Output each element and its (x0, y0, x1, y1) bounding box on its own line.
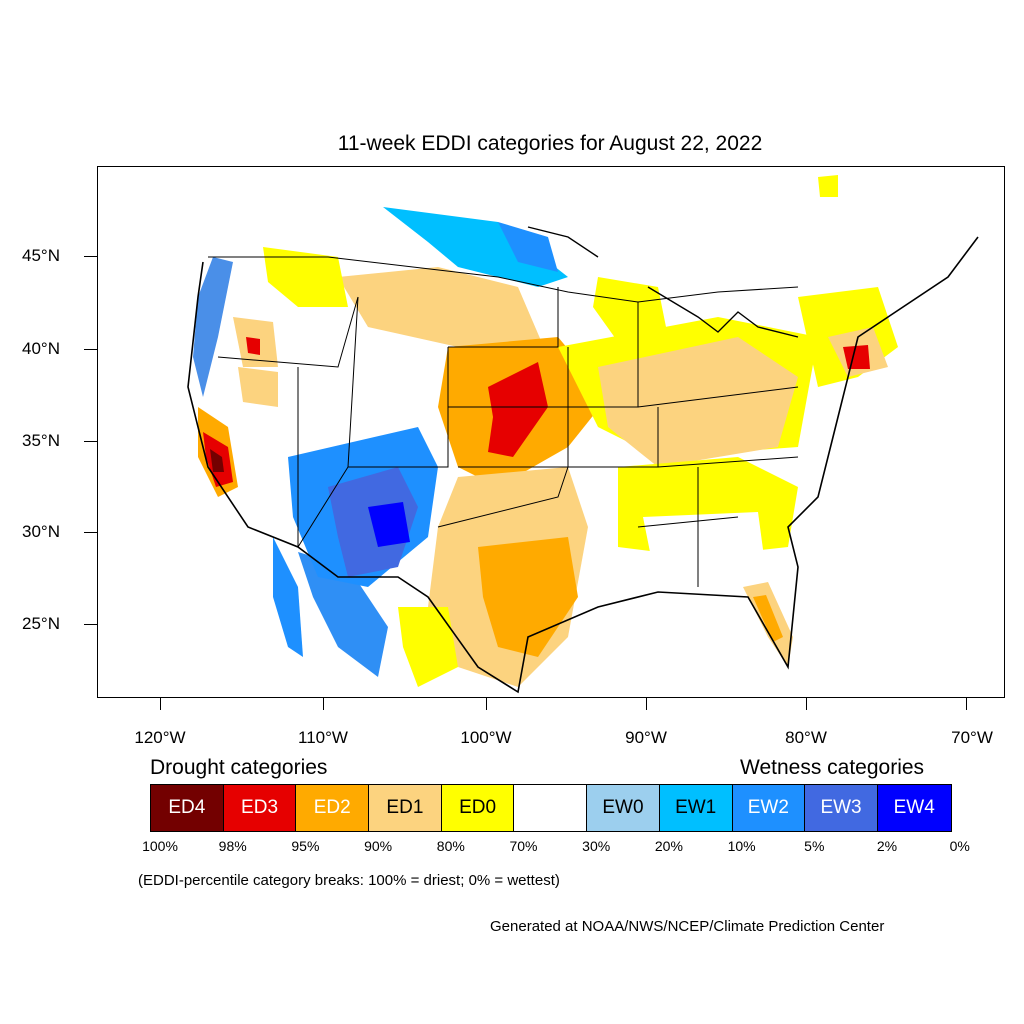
percent-break-label: 98% (218, 838, 247, 854)
coastline (187, 236, 979, 694)
lon-label: 120°W (134, 728, 186, 747)
region-southwest-ew4 (368, 502, 410, 547)
region-northern-plains-ed0 (263, 247, 348, 307)
legend-swatch-ew4: EW4 (877, 785, 951, 831)
percent-break-label: 2% (876, 838, 898, 854)
lat-tick (84, 441, 97, 442)
region-texas-ed0 (398, 607, 458, 687)
lat-label: 35°N (22, 431, 60, 450)
region-central-plains-ed3 (488, 362, 548, 457)
region-socal-ed4 (210, 449, 224, 472)
lon-tick (323, 697, 324, 710)
lat-tick (84, 349, 97, 350)
drought-heading: Drought categories (150, 756, 328, 779)
region-northern-plains-ed1 (338, 267, 548, 357)
region-oregon-ed3 (246, 337, 260, 355)
category-legend: ED4 ED3 ED2 ED1 ED0 EW0 EW1 EW2 EW3 EW4 (150, 784, 952, 832)
legend-swatch-ed0: ED0 (441, 785, 515, 831)
wetness-heading: Wetness categories (740, 756, 925, 779)
percent-break-label: 10% (727, 838, 756, 854)
region-florida-ed2 (753, 595, 783, 642)
lat-label: 40°N (22, 339, 60, 358)
legend-swatch-ew3: EW3 (805, 785, 878, 831)
lon-tick (966, 697, 967, 710)
region-northwoods-ew2 (498, 222, 558, 272)
region-sonora-wet (298, 552, 388, 677)
region-nevada-ed1 (238, 367, 278, 407)
lon-label: 70°W (951, 728, 993, 747)
percent-break-label: 30% (582, 838, 611, 854)
percent-break-label: 70% (509, 838, 538, 854)
percent-break-label: 5% (804, 838, 825, 854)
category-note: (EDDI-percentile category breaks: 100% =… (138, 872, 560, 889)
map-title: 11-week EDDI categories for August 22, 2… (337, 132, 763, 155)
legend-swatch-ew0: EW0 (587, 785, 660, 831)
great-lakes (527, 226, 799, 338)
legend-swatch-ew2: EW2 (732, 785, 806, 831)
lon-tick (646, 697, 647, 710)
region-midwest-ed1 (598, 337, 798, 467)
state-boundaries (208, 256, 799, 587)
lon-tick (806, 697, 807, 710)
percent-break-label: 100% (142, 838, 178, 854)
region-southeast-white (643, 512, 768, 592)
region-northwoods-ew1 (383, 207, 568, 287)
map-plot (97, 166, 1005, 698)
lat-tick (84, 532, 97, 533)
lon-label: 100°W (460, 728, 512, 747)
legend-swatch-ed3: ED3 (223, 785, 297, 831)
legend-swatch-neutral (514, 785, 588, 831)
lon-label: 110°W (298, 728, 348, 747)
lon-label: 90°W (625, 728, 667, 747)
legend-swatch-ed4: ED4 (151, 785, 224, 831)
lat-tick (84, 256, 97, 257)
percent-break-label: 90% (364, 838, 393, 854)
percent-break-label: 20% (654, 838, 683, 854)
eddi-map (187, 175, 979, 694)
region-new-england-ed3 (843, 345, 870, 369)
legend-swatch-ed1: ED1 (369, 785, 442, 831)
region-west-coast-wet (193, 257, 233, 397)
region-upper-midwest-ed0 (593, 277, 668, 342)
lat-tick (84, 624, 97, 625)
lon-tick (160, 697, 161, 710)
lat-label: 45°N (22, 246, 60, 265)
lat-label: 25°N (22, 614, 60, 633)
region-baja-wet (273, 537, 303, 657)
percent-break-label: 95% (291, 838, 320, 854)
percent-break-label: 80% (436, 838, 465, 854)
legend-swatch-ew1: EW1 (659, 785, 733, 831)
region-maine-ed0 (818, 175, 838, 197)
percent-break-label: 0% (949, 838, 970, 854)
lon-label: 80°W (785, 728, 827, 747)
lon-tick (486, 697, 487, 710)
lat-label: 30°N (22, 522, 60, 541)
legend-swatch-ed2: ED2 (296, 785, 370, 831)
credit-line: Generated at NOAA/NWS/NCEP/Climate Predi… (490, 918, 885, 935)
